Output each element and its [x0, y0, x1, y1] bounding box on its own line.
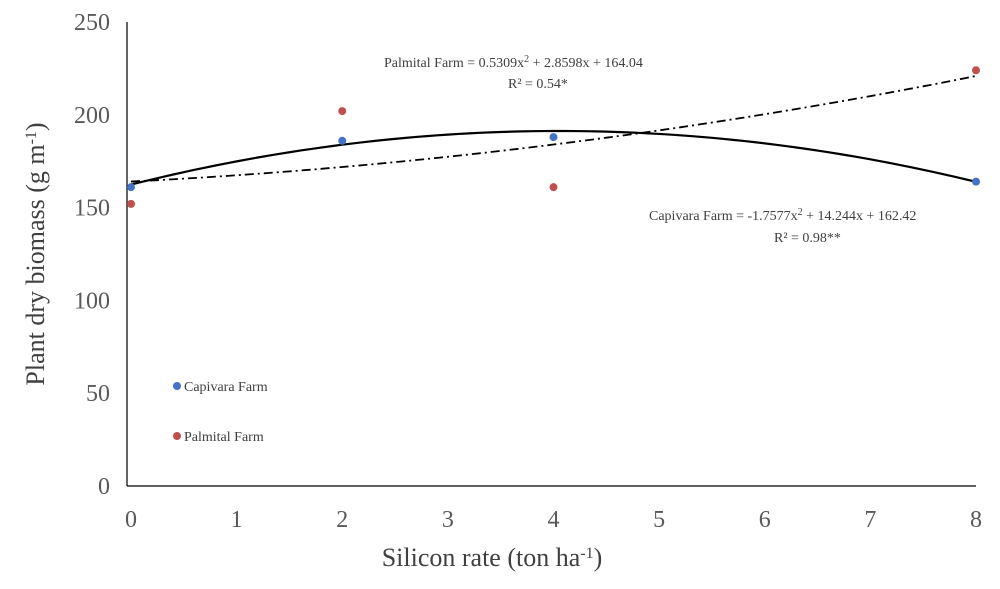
- legend-marker-palmital: [173, 432, 181, 440]
- data-points: [127, 66, 980, 208]
- legend-label-capivara: Capivara Farm: [184, 380, 268, 395]
- y-tick-label: 100: [74, 288, 110, 314]
- point-capivara: [127, 183, 135, 192]
- x-tick-label: 4: [548, 507, 560, 533]
- point-palmital: [549, 183, 558, 192]
- x-tick-label: 3: [442, 507, 454, 533]
- palmital-r2: R² = 0.54*: [508, 77, 568, 92]
- trendlines: [130, 75, 977, 186]
- y-tick-label: 0: [98, 474, 110, 500]
- capivara-equation: Capivara Farm = -1.7577x2 + 14.244x + 16…: [649, 207, 916, 225]
- point-palmital: [338, 107, 347, 116]
- point-capivara: [338, 136, 347, 145]
- x-tick-label: 8: [970, 507, 982, 533]
- y-tick-labels: 0 50 100 150 200 250: [74, 10, 110, 500]
- palmital-equation: Palmital Farm = 0.5309x2 + 2.8598x + 164…: [384, 54, 643, 72]
- y-tick-label: 150: [74, 196, 110, 222]
- x-tick-label: 7: [864, 507, 876, 533]
- point-capivara: [549, 133, 558, 142]
- x-tick-label: 6: [759, 507, 771, 533]
- x-tick-labels: 0 1 2 3 4 5 6 7 8: [125, 507, 982, 533]
- y-tick-label: 200: [74, 103, 110, 129]
- y-tick-label: 250: [74, 10, 110, 36]
- x-tick-label: 0: [125, 507, 137, 533]
- trendline-palmital: [130, 75, 977, 183]
- x-axis-label: Silicon rate (ton ha-1): [382, 543, 603, 572]
- trendline-capivara: [130, 129, 977, 186]
- y-axis-label: Plant dry biomass (g m-1): [21, 122, 50, 385]
- point-capivara: [972, 177, 980, 186]
- x-tick-label: 5: [653, 507, 665, 533]
- point-palmital: [972, 66, 980, 75]
- x-tick-label: 1: [231, 507, 243, 533]
- legend-label-palmital: Palmital Farm: [184, 430, 264, 445]
- x-tick-label: 2: [336, 507, 348, 533]
- legend: Capivara Farm Palmital Farm: [173, 380, 268, 445]
- capivara-r2: R² = 0.98**: [774, 231, 841, 246]
- y-tick-label: 50: [86, 381, 110, 407]
- legend-marker-capivara: [173, 382, 181, 390]
- point-palmital: [127, 199, 135, 208]
